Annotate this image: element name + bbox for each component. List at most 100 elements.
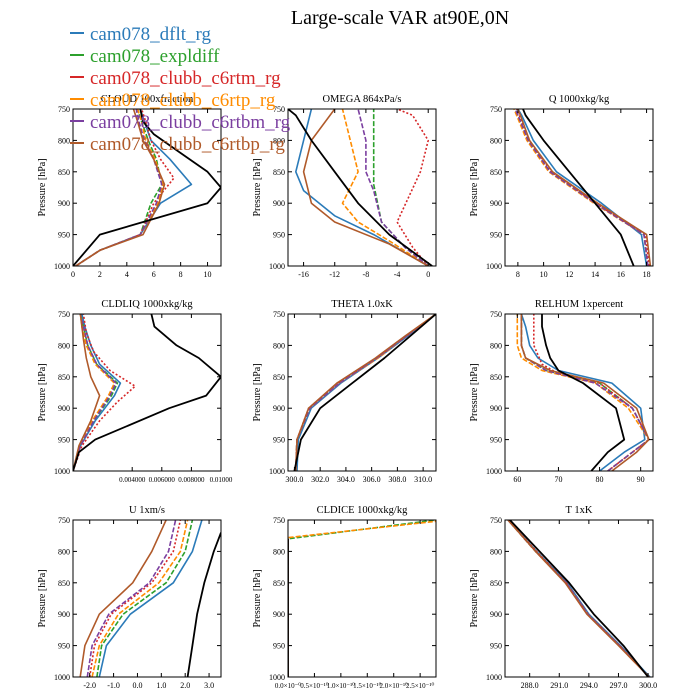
- y-tick-label: 1000: [54, 673, 70, 682]
- legend-label: cam078_dflt_rg: [90, 24, 212, 45]
- x-tick-label: 0.0: [132, 681, 142, 690]
- y-tick-label: 850: [58, 579, 70, 588]
- y-tick-label: 1000: [269, 467, 285, 476]
- x-tick-label: 2.0×10⁻¹⁰: [380, 682, 408, 690]
- x-tick-label: 0.004000: [119, 476, 146, 484]
- x-tick-label: 4: [125, 270, 129, 279]
- series-cam078-clubb-c6rtbp-rg: [75, 109, 166, 266]
- x-tick-label: 308.0: [388, 475, 406, 484]
- y-axis-label: Pressure [hPa]: [469, 158, 480, 216]
- y-tick-label: 850: [273, 168, 285, 177]
- x-tick-label: 302.0: [311, 475, 329, 484]
- y-tick-label: 800: [490, 341, 502, 350]
- x-tick-label: 2: [98, 270, 102, 279]
- legend-label: cam078_clubb_c6rtm_rg: [90, 68, 281, 89]
- legend-label: cam078_expldiff: [90, 46, 220, 67]
- series-cam078-expldiff: [294, 314, 436, 471]
- x-tick-label: 0.008000: [178, 476, 205, 484]
- x-tick-label: 0: [71, 270, 75, 279]
- x-tick-label: 0.01000: [210, 476, 233, 484]
- y-tick-label: 750: [58, 516, 70, 525]
- y-tick-label: 850: [490, 168, 502, 177]
- series-cam078-clubb-c6rtp-rg: [516, 314, 650, 471]
- series-cam078-clubb-c6rtp-rg: [341, 109, 429, 266]
- y-tick-label: 750: [490, 105, 502, 114]
- y-tick-label: 900: [273, 199, 285, 208]
- x-tick-label: 1.5×10⁻¹⁰: [353, 682, 381, 690]
- panel-title: OMEGA 864xPa/s: [322, 94, 401, 105]
- series-cam078-dflt-rg: [98, 520, 203, 677]
- x-tick-label: 12: [565, 270, 573, 279]
- series-reference-black: [73, 109, 221, 266]
- panel-t-1xk: T 1xK 750 800 850 900 950 1000 288.0 291.0 294.0 2…: [469, 505, 657, 690]
- series-lines: [73, 109, 221, 266]
- series-cam078-clubb-c6rtbm-rg: [294, 314, 436, 471]
- y-tick-label: 950: [490, 436, 502, 445]
- panel-title: CLDLIQ 1000xkg/kg: [101, 299, 193, 310]
- series-cam078-dflt-rg: [517, 109, 648, 266]
- series-cam078-dflt-rg: [296, 314, 436, 471]
- y-axis-label: Pressure [hPa]: [252, 569, 263, 627]
- panel-relhum-1xpercent: RELHUM 1xpercent 750 800 850 900 950 1000 60 70 8…: [469, 299, 654, 484]
- y-tick-label: 750: [58, 310, 70, 319]
- y-tick-label: 1000: [54, 262, 70, 271]
- panel-frame: [287, 313, 437, 472]
- x-tick-label: -16: [298, 270, 309, 279]
- panel-frame: [72, 108, 222, 267]
- x-tick-label: 10: [204, 270, 212, 279]
- y-tick-label: 900: [58, 199, 70, 208]
- panel-frame: [287, 108, 437, 267]
- panel-frame: [72, 313, 222, 472]
- series-reference-black: [186, 532, 221, 677]
- y-tick-label: 900: [58, 404, 70, 413]
- series-cam078-expldiff: [520, 314, 650, 471]
- y-tick-label: 750: [490, 516, 502, 525]
- legend-item-cam078-clubb-c6rtbp-rg: cam078_clubb_c6rtbp_rg: [70, 134, 285, 155]
- series-cam078-clubb-c6rtbp-rg: [302, 109, 429, 266]
- y-tick-label: 1000: [486, 467, 502, 476]
- series-cam078-clubb-c6rtm-rg: [73, 314, 136, 471]
- x-tick-label: 304.0: [337, 475, 355, 484]
- y-axis-label: Pressure [hPa]: [37, 158, 48, 216]
- x-tick-label: 8: [179, 270, 183, 279]
- series-reference-black: [73, 314, 221, 471]
- series-cam078-clubb-c6rtbp-rg: [79, 520, 167, 677]
- y-tick-label: 750: [273, 516, 285, 525]
- series-lines: [293, 314, 436, 471]
- series-lines: [288, 520, 436, 677]
- series-cam078-clubb-c6rtp-rg: [288, 520, 436, 677]
- x-tick-label: 90: [637, 475, 645, 484]
- y-tick-label: 800: [58, 547, 70, 556]
- panel-title: T 1xK: [566, 505, 593, 516]
- y-tick-label: 800: [58, 341, 70, 350]
- legend-item-cam078-clubb-c6rtbm-rg: cam078_clubb_c6rtbm_rg: [70, 112, 291, 133]
- legend-label: cam078_clubb_c6rtbm_rg: [90, 112, 291, 133]
- x-tick-label: 6: [152, 270, 156, 279]
- panel-frame: [504, 519, 654, 678]
- panel-title: CLOUD 100xfraction: [101, 94, 194, 105]
- y-tick-label: 900: [58, 610, 70, 619]
- y-tick-label: 1000: [269, 262, 285, 271]
- y-tick-label: 950: [58, 436, 70, 445]
- x-tick-label: -2.0: [83, 681, 96, 690]
- y-tick-label: 900: [490, 404, 502, 413]
- x-tick-label: -8: [363, 270, 370, 279]
- y-tick-label: 800: [273, 547, 285, 556]
- series-cam078-expldiff: [288, 520, 436, 677]
- x-tick-label: 294.0: [580, 681, 598, 690]
- series-lines: [513, 109, 652, 266]
- legend-item-cam078-expldiff: cam078_expldiff: [70, 46, 220, 67]
- y-axis-label: Pressure [hPa]: [37, 569, 48, 627]
- y-tick-label: 800: [490, 136, 502, 145]
- panel-frame: [72, 519, 222, 678]
- x-tick-label: 80: [596, 475, 604, 484]
- y-tick-label: 750: [58, 105, 70, 114]
- y-tick-label: 1000: [486, 262, 502, 271]
- series-cam078-clubb-c6rtbp-rg: [73, 314, 101, 471]
- series-lines: [288, 109, 433, 266]
- x-tick-label: 306.0: [363, 475, 381, 484]
- x-tick-label: 297.0: [609, 681, 627, 690]
